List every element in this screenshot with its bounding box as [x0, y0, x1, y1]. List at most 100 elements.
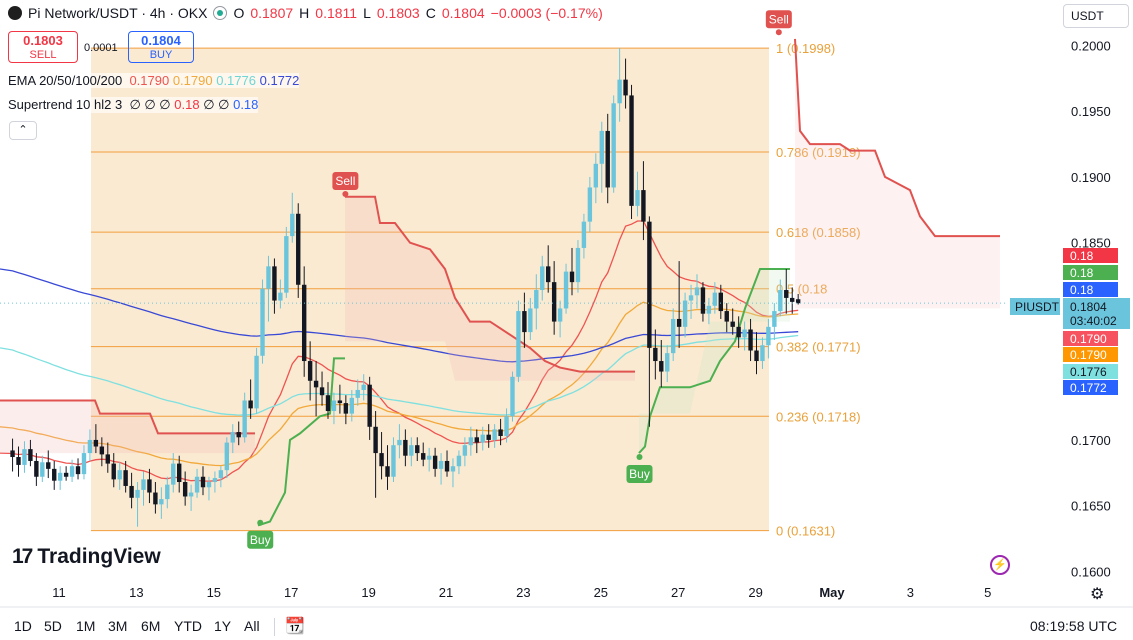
candle-body — [200, 476, 206, 488]
candle-body — [587, 187, 593, 222]
candle-body — [105, 454, 110, 464]
candle-body — [123, 470, 128, 486]
candle-body — [141, 479, 146, 490]
candle-body — [528, 308, 533, 333]
x-tick-label: 27 — [671, 585, 685, 600]
ema-legend[interactable]: EMA 20/50/100/200 0.1790 0.1790 0.1776 0… — [8, 73, 300, 88]
symbol-tag — [1010, 298, 1060, 315]
y-tick-label: 0.1850 — [1071, 236, 1111, 251]
candle-body — [194, 476, 200, 493]
fib-level-label: 1 (0.1998) — [776, 41, 835, 56]
candle-body — [403, 439, 408, 456]
supertrend-down-zone — [345, 196, 635, 381]
candle-body — [784, 290, 789, 298]
candle-body — [468, 437, 474, 446]
candle-body — [361, 384, 366, 390]
sell-signal-badge[interactable] — [765, 10, 792, 29]
gear-icon[interactable]: ⚙ — [1090, 586, 1105, 603]
pi-network-coin-icon — [8, 6, 22, 20]
ema-label: EMA 20/50/100/200 — [8, 73, 123, 88]
ema20-line — [0, 220, 799, 482]
symbol-tag-label: PIUSDT — [1015, 300, 1060, 314]
buy-signal-dot — [257, 519, 264, 526]
currency-select[interactable]: USDT — [1063, 4, 1129, 28]
symbol-header: Pi Network/USDT · 4h · OKX O 0.1807 H 0.18… — [8, 5, 603, 21]
sell-signal-label: Sell — [335, 174, 355, 188]
timeframe-3m[interactable]: 3M — [108, 618, 128, 634]
timeframe-1m[interactable]: 1M — [76, 618, 96, 634]
candle-body — [498, 429, 503, 436]
date-range-calendar-icon[interactable]: 📆 — [285, 618, 305, 635]
candle-body — [599, 130, 604, 164]
candle-body — [313, 380, 319, 388]
candle-body — [57, 472, 63, 481]
candle-body — [40, 462, 45, 477]
supertrend-down-zone — [0, 400, 255, 454]
candle-body — [694, 287, 700, 296]
timeframe-1y[interactable]: 1Y — [214, 618, 232, 634]
timeframe-ytd[interactable]: YTD — [174, 618, 202, 634]
candle-body — [605, 130, 610, 188]
ema20-value: 0.1790 — [129, 73, 170, 88]
price-tag-label: 0.18 — [1070, 283, 1094, 297]
candle-body — [534, 290, 539, 309]
timeframe-6m[interactable]: 6M — [141, 618, 161, 634]
candle-body — [75, 466, 81, 475]
candle-body — [254, 355, 259, 409]
x-tick-label: 23 — [516, 585, 530, 600]
change-value: −0.0003 (−0.17%) — [490, 5, 603, 21]
buy-signal-badge[interactable] — [247, 530, 274, 549]
candle-body — [34, 460, 39, 477]
candle-body — [16, 457, 21, 465]
supertrend-legend[interactable]: Supertrend 10 hl2 3 ∅ ∅ ∅ 0.18 ∅ ∅ 0.18 — [8, 97, 259, 113]
candle-body — [772, 311, 777, 327]
candle-body — [290, 213, 295, 237]
candle-body — [93, 439, 99, 447]
candle-body — [165, 484, 170, 500]
buy-signal-badge[interactable] — [626, 465, 653, 484]
x-tick-label: 5 — [984, 585, 991, 600]
candle-body — [766, 326, 771, 346]
price-tag — [1063, 248, 1118, 263]
candle-body — [236, 432, 241, 438]
candle-body — [629, 95, 634, 206]
lightning-icon[interactable]: ⚡ — [990, 555, 1010, 575]
candle-body — [724, 311, 729, 322]
timeframe-1d[interactable]: 1D — [14, 618, 32, 634]
candle-body — [546, 266, 551, 283]
sell-button[interactable]: 0.1803 SELL — [8, 31, 78, 63]
buy-label: BUY — [149, 49, 173, 61]
candle-body — [99, 446, 105, 455]
x-tick-label: 17 — [284, 585, 298, 600]
candle-body — [379, 453, 384, 467]
candle-body — [301, 284, 307, 362]
candle-body — [760, 345, 765, 362]
price-tag — [1063, 282, 1118, 297]
candle-body — [581, 221, 587, 248]
bar-countdown: 03:40:02 — [1070, 314, 1117, 328]
buy-button[interactable]: 0.1804 BUY — [128, 31, 194, 63]
candle-body — [343, 403, 349, 414]
candle-body — [349, 397, 355, 414]
sell-signal-badge[interactable] — [332, 172, 359, 191]
x-tick-label: 3 — [907, 585, 914, 600]
candle-body — [474, 437, 479, 443]
candle-body — [736, 326, 741, 338]
candle-body — [373, 426, 378, 454]
price-tag — [1063, 380, 1118, 395]
timeframe-5d[interactable]: 5D — [44, 618, 62, 634]
candle-body — [117, 470, 122, 480]
collapse-legend-chevron-up-icon[interactable]: ⌃ — [9, 121, 37, 140]
timeframe-all[interactable]: All — [244, 618, 260, 634]
ema100-value: 0.1776 — [216, 73, 256, 88]
symbol-title[interactable]: Pi Network/USDT · 4h · OKX — [28, 5, 208, 21]
candle-body — [10, 450, 15, 458]
x-tick-label: 25 — [594, 585, 608, 600]
candle-body — [171, 463, 176, 485]
supertrend-down-zone — [795, 38, 1000, 309]
candle-body — [754, 350, 759, 362]
y-tick-label: 0.1650 — [1071, 499, 1111, 514]
candle-body — [129, 485, 134, 498]
supertrend-down-line — [794, 38, 1000, 238]
